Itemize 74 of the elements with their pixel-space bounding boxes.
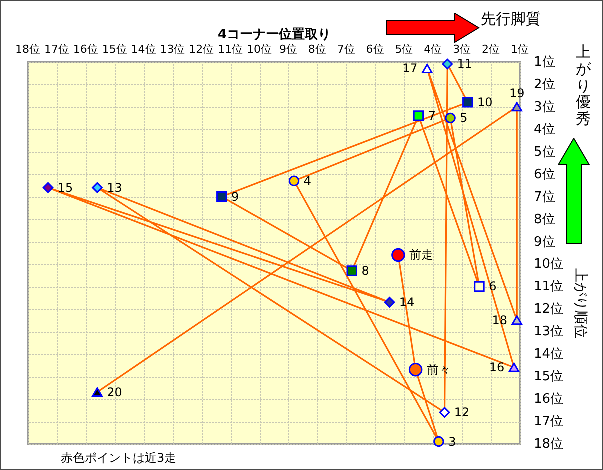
text: 赤色ポイントは近3走 bbox=[61, 451, 177, 466]
point bbox=[474, 281, 485, 292]
x-tick-label: 1位 bbox=[511, 43, 529, 56]
y-tick-label: 9位 bbox=[534, 234, 556, 250]
x-tick-label: 10位 bbox=[247, 43, 272, 56]
point bbox=[462, 97, 474, 108]
point bbox=[434, 436, 444, 448]
x-tick-label: 16位 bbox=[73, 43, 98, 56]
y-tick-label: 1位 bbox=[534, 55, 556, 70]
point bbox=[92, 182, 103, 194]
series-label: 16 bbox=[489, 360, 505, 375]
series-label: 4 bbox=[304, 174, 312, 188]
x-tick-label: 18位 bbox=[16, 43, 40, 56]
point bbox=[422, 64, 433, 74]
x-tick-label: 8位 bbox=[308, 43, 326, 56]
y-tick-label: 8位 bbox=[534, 212, 556, 228]
y-axis-title: 上がり順位 bbox=[572, 268, 588, 338]
x-tick-label: 3位 bbox=[453, 43, 472, 56]
x-tick-label: 5位 bbox=[395, 43, 414, 56]
point bbox=[216, 191, 228, 202]
point bbox=[384, 297, 396, 308]
point bbox=[512, 316, 522, 326]
point bbox=[413, 110, 424, 122]
x-tick-label: 7位 bbox=[337, 43, 356, 56]
x-tick-label: 4位 bbox=[424, 43, 442, 56]
y-tick-label: 11位 bbox=[534, 280, 564, 295]
point bbox=[92, 388, 103, 398]
series-label: 15 bbox=[58, 180, 74, 195]
x-tick-label: 2位 bbox=[482, 43, 500, 56]
series-label: 19 bbox=[509, 86, 525, 100]
y-tick-label: 6位 bbox=[534, 167, 556, 182]
point bbox=[508, 362, 520, 372]
point bbox=[42, 182, 54, 194]
series-label: 17 bbox=[402, 62, 418, 76]
series-label: 8 bbox=[362, 264, 370, 278]
y-tick-label: 15位 bbox=[534, 370, 564, 385]
y-tick-label: 14位 bbox=[534, 347, 564, 362]
x-tick-label: 13位 bbox=[160, 43, 186, 56]
point bbox=[288, 176, 300, 186]
x-tick-label: 9位 bbox=[279, 43, 298, 56]
y-tick-label: 13位 bbox=[534, 324, 564, 340]
y-tick-label: 3位 bbox=[534, 100, 556, 115]
y-tick-label: 17位 bbox=[534, 414, 564, 430]
series-label: 10 bbox=[478, 95, 493, 110]
series-label: 5 bbox=[460, 111, 468, 126]
y-tick-label: 7位 bbox=[534, 190, 556, 205]
x-tick-label: 12位 bbox=[189, 43, 214, 56]
y-tick-label: 12位 bbox=[534, 302, 564, 318]
y-tick-label: 16位 bbox=[534, 392, 564, 408]
text: 先行脚質 bbox=[481, 10, 541, 28]
x-tick-label: 11位 bbox=[218, 43, 244, 56]
x-tick-label: 6位 bbox=[366, 43, 384, 56]
point bbox=[442, 58, 454, 70]
point bbox=[439, 407, 450, 418]
y-tick-label: 4位 bbox=[534, 122, 556, 138]
series-label: 前走 bbox=[410, 248, 434, 262]
series-label: 9 bbox=[232, 190, 240, 204]
y-tick-label: 2位 bbox=[534, 77, 556, 92]
point bbox=[346, 266, 358, 276]
series-label: 12 bbox=[454, 406, 470, 420]
series-label: 11 bbox=[457, 57, 473, 72]
y-tick-label: 18位 bbox=[534, 437, 564, 452]
point bbox=[445, 112, 456, 124]
x-tick-label: 17位 bbox=[44, 43, 70, 56]
text: 上がり優秀 bbox=[576, 43, 591, 128]
x-axis-title: 4コーナー位置取り bbox=[218, 28, 332, 42]
x-tick-label: 15位 bbox=[102, 43, 128, 56]
series-label: 3 bbox=[448, 434, 456, 449]
y-tick-label: 5位 bbox=[534, 144, 556, 160]
y-tick-label: 10位 bbox=[534, 257, 564, 272]
series-label: 13 bbox=[107, 180, 122, 195]
series-label: 20 bbox=[107, 385, 122, 400]
point bbox=[512, 102, 522, 112]
x-tick-label: 14位 bbox=[131, 43, 156, 56]
